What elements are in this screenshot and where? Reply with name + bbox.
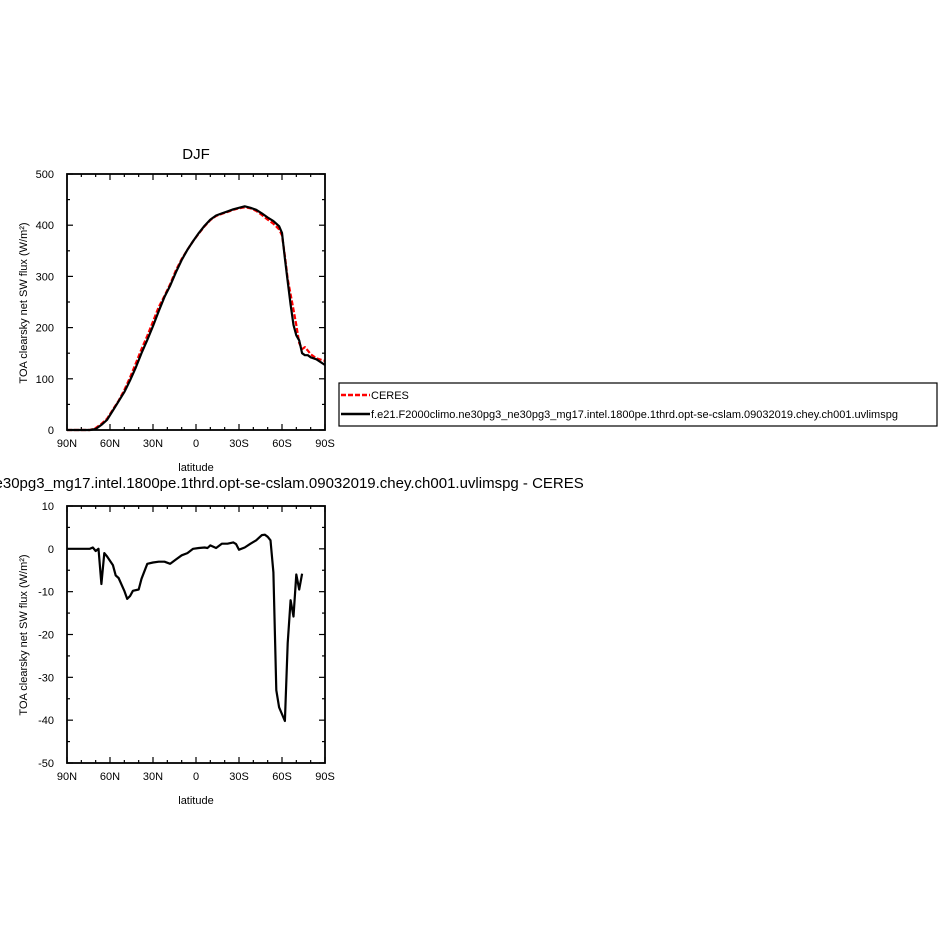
bottom-y-tick-label: -20 — [38, 630, 54, 642]
top-x-tick-label: 0 — [193, 438, 199, 450]
top-y-tick-label: 400 — [36, 220, 54, 232]
top-series-ceres-line — [67, 206, 326, 432]
bottom-y-tick-label: -40 — [38, 715, 54, 727]
top-x-axis-label: latitude — [178, 462, 213, 474]
legend-model-label: f.e21.F2000climo.ne30pg3_ne30pg3_mg17.in… — [371, 409, 898, 421]
bottom-series — [67, 533, 304, 723]
top-y-tick-label: 100 — [36, 374, 54, 386]
bottom-x-tick-label: 30N — [143, 771, 163, 783]
bottom-y-tick-label: 0 — [48, 544, 54, 556]
top-x-tick-label: 60N — [100, 438, 120, 450]
top-series-model-line — [67, 205, 326, 432]
bottom-y-axis-label: TOA clearsky net SW flux (W/m²) — [18, 554, 30, 715]
bottom-plot-frame — [66, 505, 326, 764]
bottom-axis-ticks: 90N 60N 30N 0 30S 60S 90S -50 -40 -30 -20 -10 0 10 — [38, 501, 335, 783]
top-chart-title: DJF — [182, 146, 210, 163]
top-axis-ticks: 90N 60N 30N 0 30S 60S 90S 0 100 200 300 400 500 — [36, 169, 335, 450]
bottom-y-tick-label: 10 — [42, 501, 54, 513]
top-panel: DJF TOA clearsky net SW flux (W/m²) lati… — [18, 146, 335, 474]
bottom-y-tick-label: -10 — [38, 587, 54, 599]
bottom-x-tick-label: 90S — [315, 771, 335, 783]
top-y-tick-label: 500 — [36, 169, 54, 181]
top-x-tick-label: 30S — [229, 438, 249, 450]
top-plot-frame — [66, 173, 326, 431]
top-series — [67, 205, 326, 432]
bottom-x-tick-label: 60N — [100, 771, 120, 783]
top-x-tick-label: 90N — [57, 438, 77, 450]
legend-box — [338, 382, 938, 427]
bottom-chart-title: f.e21.F2000climo.ne30pg3_ne30pg3_mg17.in… — [0, 475, 584, 492]
top-y-axis-label: TOA clearsky net SW flux (W/m²) — [18, 222, 30, 383]
bottom-x-tick-label: 60S — [272, 771, 292, 783]
top-x-tick-label: 30N — [143, 438, 163, 450]
top-y-tick-label: 0 — [48, 425, 54, 437]
top-y-tick-label: 200 — [36, 323, 54, 335]
bottom-series-difference-line — [67, 533, 304, 723]
top-x-tick-label: 60S — [272, 438, 292, 450]
bottom-x-tick-label: 30S — [229, 771, 249, 783]
bottom-y-tick-label: -30 — [38, 672, 54, 684]
bottom-x-tick-label: 0 — [193, 771, 199, 783]
top-x-tick-label: 90S — [315, 438, 335, 450]
bottom-y-tick-label: -50 — [38, 758, 54, 770]
bottom-x-axis-label: latitude — [178, 795, 213, 807]
bottom-panel: f.e21.F2000climo.ne30pg3_ne30pg3_mg17.in… — [0, 475, 584, 807]
legend: CERES f.e21.F2000climo.ne30pg3_ne30pg3_m… — [338, 382, 938, 427]
bottom-x-tick-label: 90N — [57, 771, 77, 783]
top-y-tick-label: 300 — [36, 271, 54, 283]
legend-ceres-label: CERES — [371, 390, 409, 402]
